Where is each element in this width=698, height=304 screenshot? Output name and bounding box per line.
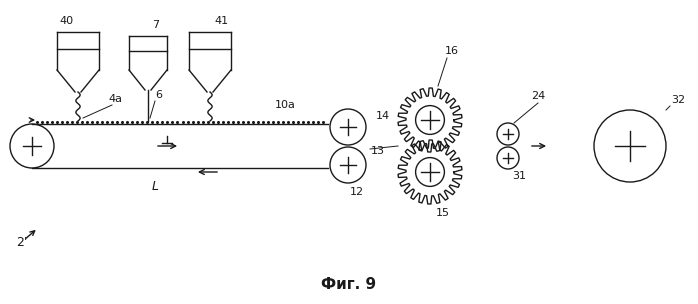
Text: 24: 24 bbox=[531, 91, 545, 101]
Text: L: L bbox=[151, 180, 158, 193]
Text: 7: 7 bbox=[152, 20, 159, 30]
Text: 16: 16 bbox=[445, 46, 459, 56]
Text: 40: 40 bbox=[60, 16, 74, 26]
Text: 10a: 10a bbox=[274, 100, 295, 110]
Text: 2': 2' bbox=[16, 236, 28, 248]
Text: 41: 41 bbox=[214, 16, 228, 26]
Text: 31: 31 bbox=[512, 171, 526, 181]
Text: 15: 15 bbox=[436, 208, 450, 218]
Text: Фиг. 9: Фиг. 9 bbox=[322, 277, 376, 292]
Text: 32: 32 bbox=[671, 95, 685, 105]
Text: 4a: 4a bbox=[108, 94, 122, 104]
Text: 6: 6 bbox=[155, 90, 162, 100]
Text: 12: 12 bbox=[350, 187, 364, 197]
Text: 14: 14 bbox=[376, 111, 390, 121]
Text: 13: 13 bbox=[371, 146, 385, 156]
